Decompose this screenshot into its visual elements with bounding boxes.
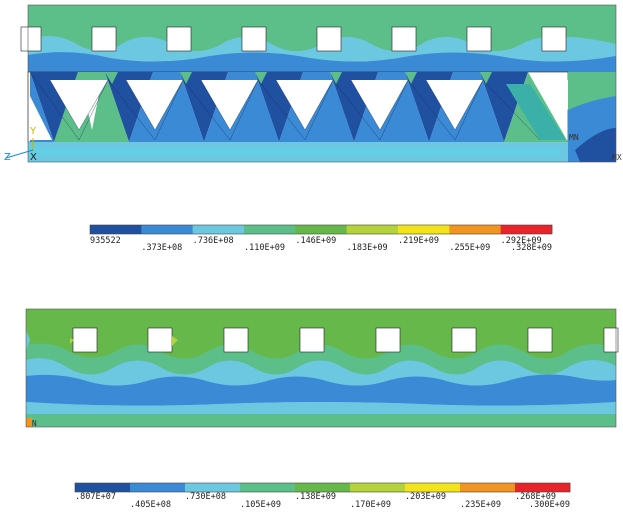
right-end-dark	[575, 128, 616, 162]
plot2-corner	[26, 418, 32, 427]
legend-tick-label: 935522	[90, 236, 121, 246]
plot1-frame	[27, 4, 617, 163]
legend-tick-label: .219E+09	[398, 236, 439, 246]
mn-marker: MN	[569, 133, 579, 142]
legend-tick-label: .373E+08	[141, 243, 182, 253]
bottom-chord-band	[28, 148, 560, 156]
legend-tick-label: .807E+07	[75, 492, 116, 502]
legend-swatch	[460, 483, 516, 492]
legend-swatch	[515, 483, 571, 492]
legend-swatch	[295, 225, 347, 234]
legend-tick-label: .328E+09	[511, 243, 552, 253]
axis-y-label: Y	[29, 126, 37, 137]
plot2-frame	[25, 308, 617, 428]
legend-swatch	[240, 483, 296, 492]
axis-z-label: Z	[4, 152, 11, 163]
legend-tick-label: .300E+09	[529, 500, 570, 510]
axis-triad: Y X Z	[4, 126, 37, 163]
legend-2: .807E+07 .405E+08 .730E+08 .105E+09 .138E+09…	[74, 482, 571, 510]
legend-1: 935522 .373E+08 .736E+08 .110E+09 .146E+09 .1…	[89, 224, 553, 253]
contour-plot-1: MN MX Y X Z	[4, 4, 622, 163]
legend-swatch	[500, 225, 553, 234]
legend-tick-label: .292E+09	[501, 236, 542, 246]
legend-tick-label: .730E+08	[185, 492, 226, 502]
legend-frame	[74, 482, 571, 493]
plot2-band-bottom	[26, 414, 616, 427]
legend-swatch	[185, 483, 241, 492]
upper-chord-band-dark	[28, 52, 616, 72]
legend-swatch	[405, 483, 461, 492]
web-voids-lower	[30, 80, 568, 140]
legend-tick-label: .110E+09	[244, 243, 285, 253]
legend-swatch	[398, 225, 450, 234]
legend-frame	[89, 224, 553, 235]
legend-swatch	[90, 225, 142, 234]
plot2-band-lower	[26, 402, 616, 414]
member-mesh	[29, 71, 541, 141]
legend-swatch	[244, 225, 296, 234]
legend-swatch	[346, 225, 399, 234]
legend-tick-label: .138E+09	[295, 492, 336, 502]
legend-2-labels: .807E+07 .405E+08 .730E+08 .105E+09 .138E+09…	[75, 492, 570, 510]
plot2-accents	[26, 330, 178, 350]
legend-tick-label: .736E+08	[193, 236, 234, 246]
legend-tick-label: .203E+09	[405, 492, 446, 502]
member-highlights	[105, 72, 566, 140]
upper-openings	[20, 26, 567, 52]
legend-swatch	[449, 225, 501, 234]
legend-tick-label: .235E+09	[460, 500, 501, 510]
legend-swatch	[75, 483, 131, 492]
plot2-openings	[72, 327, 619, 353]
legend-tick-label: .105E+09	[240, 500, 281, 510]
axis-x-label: X	[30, 152, 37, 163]
legend-1-swatches	[89, 224, 553, 235]
legend-swatch	[192, 225, 245, 234]
legend-1-labels: 935522 .373E+08 .736E+08 .110E+09 .146E+09 .1…	[90, 236, 552, 253]
legend-swatch	[141, 225, 193, 234]
legend-2-swatches	[74, 482, 571, 493]
legend-tick-label: .170E+09	[350, 500, 391, 510]
legend-swatch	[130, 483, 186, 492]
legend-swatch	[350, 483, 406, 492]
legend-tick-label: .405E+08	[130, 500, 171, 510]
legend-tick-label: .183E+09	[347, 243, 388, 253]
mx-marker: MX	[612, 153, 622, 162]
legend-tick-label: .146E+09	[295, 236, 336, 246]
plot2-band-blue	[26, 374, 616, 406]
legend-tick-label: .255E+09	[449, 243, 490, 253]
web-voids	[50, 80, 483, 130]
contour-plot-2: MN	[25, 308, 619, 428]
legend-swatch	[295, 483, 351, 492]
legend-tick-label: .268E+09	[515, 492, 556, 502]
